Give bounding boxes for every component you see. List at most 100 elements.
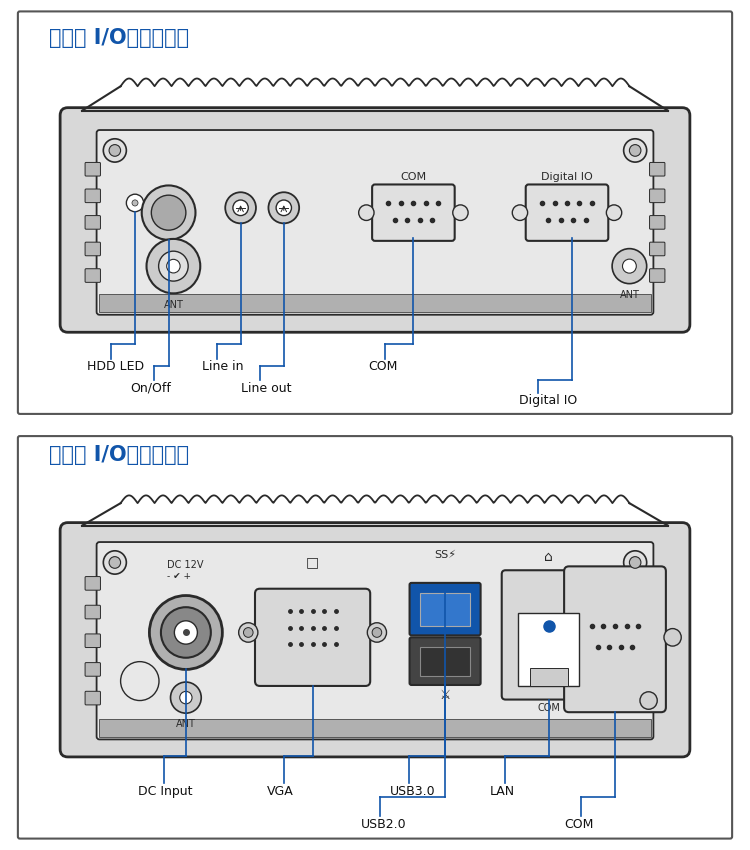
FancyBboxPatch shape [85,663,100,677]
FancyBboxPatch shape [518,613,580,686]
Text: DC 12V: DC 12V [166,559,203,570]
FancyBboxPatch shape [420,592,470,626]
Text: USB3.0: USB3.0 [389,785,435,798]
FancyBboxPatch shape [85,189,100,202]
FancyBboxPatch shape [255,589,370,686]
FancyBboxPatch shape [85,605,100,619]
Text: LAN: LAN [490,785,515,798]
FancyBboxPatch shape [85,216,100,230]
FancyBboxPatch shape [372,184,454,241]
FancyBboxPatch shape [420,647,470,677]
Text: ⌂: ⌂ [544,550,554,564]
FancyBboxPatch shape [650,189,665,202]
FancyBboxPatch shape [85,269,100,282]
Circle shape [238,623,258,643]
Circle shape [104,139,126,162]
Text: COM: COM [537,704,560,713]
FancyBboxPatch shape [650,242,665,256]
FancyBboxPatch shape [85,634,100,648]
Circle shape [549,629,566,646]
Circle shape [161,607,211,658]
Circle shape [142,185,196,240]
Circle shape [276,200,292,216]
Circle shape [664,629,681,646]
FancyBboxPatch shape [502,570,596,700]
Circle shape [109,144,121,156]
Text: ANT: ANT [176,719,196,729]
Circle shape [152,196,186,230]
Text: VGA: VGA [266,785,293,798]
Circle shape [453,205,468,220]
FancyBboxPatch shape [97,542,653,740]
Circle shape [244,627,253,638]
FancyBboxPatch shape [85,691,100,705]
Circle shape [268,192,299,224]
Text: - ✔ +: - ✔ + [166,572,190,581]
Circle shape [629,557,641,569]
Text: Digital IO: Digital IO [519,394,578,407]
Circle shape [640,692,657,709]
Text: ANT: ANT [164,300,183,310]
Text: ANT: ANT [620,291,639,300]
FancyBboxPatch shape [100,294,650,312]
Circle shape [622,259,636,273]
Circle shape [126,194,144,212]
FancyBboxPatch shape [650,216,665,230]
FancyBboxPatch shape [97,130,653,314]
Text: ⚔: ⚔ [440,688,451,702]
Circle shape [629,144,641,156]
FancyBboxPatch shape [650,634,665,648]
FancyBboxPatch shape [85,162,100,176]
FancyBboxPatch shape [564,566,666,712]
Text: COM: COM [368,360,398,373]
Circle shape [180,691,192,704]
Text: USB2.0: USB2.0 [361,819,407,831]
Circle shape [624,139,646,162]
Text: Digital IO: Digital IO [542,172,592,182]
FancyBboxPatch shape [650,576,665,590]
FancyBboxPatch shape [85,242,100,256]
Circle shape [368,623,386,643]
Text: On/Off: On/Off [130,382,171,395]
Text: COM: COM [564,819,593,831]
Circle shape [372,627,382,638]
FancyBboxPatch shape [18,11,732,414]
Text: Line in: Line in [202,360,244,373]
Text: HDD LED: HDD LED [87,360,144,373]
Circle shape [358,205,374,220]
Text: Line out: Line out [241,382,291,395]
Circle shape [174,620,197,644]
Circle shape [121,661,159,700]
Text: □: □ [306,555,320,569]
FancyBboxPatch shape [650,269,665,282]
Circle shape [233,200,248,216]
Circle shape [158,251,188,281]
Circle shape [512,205,528,220]
Circle shape [146,239,200,293]
FancyBboxPatch shape [18,436,732,839]
FancyBboxPatch shape [60,523,690,756]
FancyBboxPatch shape [650,691,665,705]
Text: DC Input: DC Input [138,785,193,798]
Circle shape [606,205,622,220]
Text: 后面板 I/O扩展布局图: 后面板 I/O扩展布局图 [49,445,189,465]
Circle shape [170,682,201,713]
Circle shape [624,551,646,574]
Circle shape [612,249,646,284]
Circle shape [166,259,180,273]
Circle shape [109,557,121,569]
FancyBboxPatch shape [100,719,650,736]
FancyBboxPatch shape [526,184,608,241]
Text: 前面板 I/O扩展布局图: 前面板 I/O扩展布局图 [49,28,189,48]
Text: SS⚡: SS⚡ [434,550,456,560]
FancyBboxPatch shape [650,663,665,677]
Circle shape [104,551,126,574]
Text: COM: COM [400,172,427,182]
Circle shape [225,192,256,224]
Circle shape [149,596,222,670]
Circle shape [132,200,138,206]
FancyBboxPatch shape [530,668,568,686]
FancyBboxPatch shape [410,638,481,685]
FancyBboxPatch shape [85,576,100,590]
FancyBboxPatch shape [650,162,665,176]
